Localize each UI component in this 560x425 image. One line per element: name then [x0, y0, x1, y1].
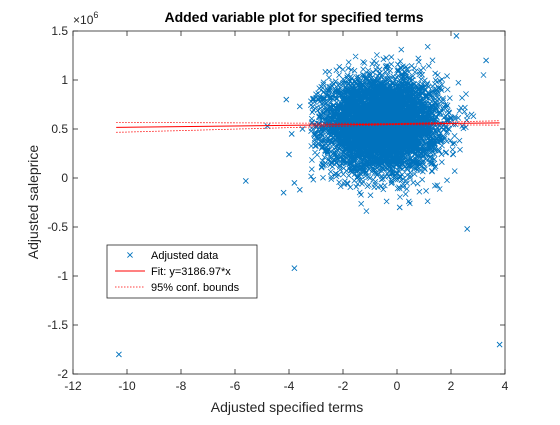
y-tick-label: 1.5 — [51, 24, 68, 38]
x-tick-label: 4 — [502, 379, 509, 393]
data-point — [296, 186, 303, 193]
data-point — [115, 351, 122, 358]
data-point — [453, 32, 460, 39]
fit-line — [116, 122, 500, 128]
x-axis-label: Adjusted specified terms — [211, 399, 364, 415]
y-tick-label: -0.5 — [47, 220, 68, 234]
x-tick-label: 2 — [448, 379, 455, 393]
data-cloud — [308, 43, 487, 214]
outlier-points — [115, 32, 503, 358]
legend-marker-data — [127, 252, 133, 258]
axes: -12 -10 -8 -6 -4 -2 0 2 4 -2 -1.5 -1 -0.5 0 0.5 1 1.5 — [47, 24, 508, 393]
data-point — [288, 130, 295, 137]
data-point — [496, 341, 503, 348]
x-tick-label: -10 — [118, 379, 136, 393]
data-point — [291, 265, 298, 272]
x-tick-label: -4 — [284, 379, 295, 393]
legend-label: Adjusted data — [151, 250, 219, 262]
x-tick-label: -12 — [64, 379, 82, 393]
data-point — [291, 179, 298, 186]
x-tick-label: 0 — [394, 379, 401, 393]
y-exponent-power: 6 — [93, 10, 98, 20]
y-exponent: ×106 — [73, 10, 98, 27]
y-exponent-prefix: × — [73, 13, 80, 27]
y-tick-label: -1.5 — [47, 318, 68, 332]
data-point — [286, 151, 292, 158]
legend: Adjusted data Fit: y=3186.97*x 95% conf. b… — [106, 244, 258, 299]
data-point — [464, 226, 471, 232]
y-tick-label: 0 — [61, 171, 68, 185]
data-point-cloud — [308, 43, 487, 214]
data-point — [283, 96, 290, 103]
y-tick-label: 0.5 — [51, 122, 68, 136]
y-tick-label: 1 — [61, 73, 68, 87]
data-point — [396, 204, 403, 211]
y-axis-label: Adjusted saleprice — [25, 145, 41, 260]
x-tick-label: -2 — [338, 379, 349, 393]
legend-label: 95% conf. bounds — [151, 282, 240, 294]
chart-title: Added variable plot for specified terms — [164, 9, 423, 25]
data-point — [299, 126, 306, 132]
data-point — [483, 57, 490, 64]
fit-lines — [116, 120, 500, 133]
data-point — [296, 103, 303, 110]
legend-label: Fit: y=3186.97*x — [151, 266, 231, 278]
conf-bound-upper — [116, 120, 500, 124]
data-point — [280, 189, 287, 196]
conf-bound-lower — [116, 124, 500, 133]
data-point — [242, 178, 249, 184]
x-tick-label: -6 — [230, 379, 241, 393]
x-tick-label: -8 — [176, 379, 187, 393]
y-tick-label: -1 — [57, 269, 68, 283]
y-exponent-base: 10 — [80, 13, 94, 27]
y-tick-label: -2 — [57, 367, 68, 381]
